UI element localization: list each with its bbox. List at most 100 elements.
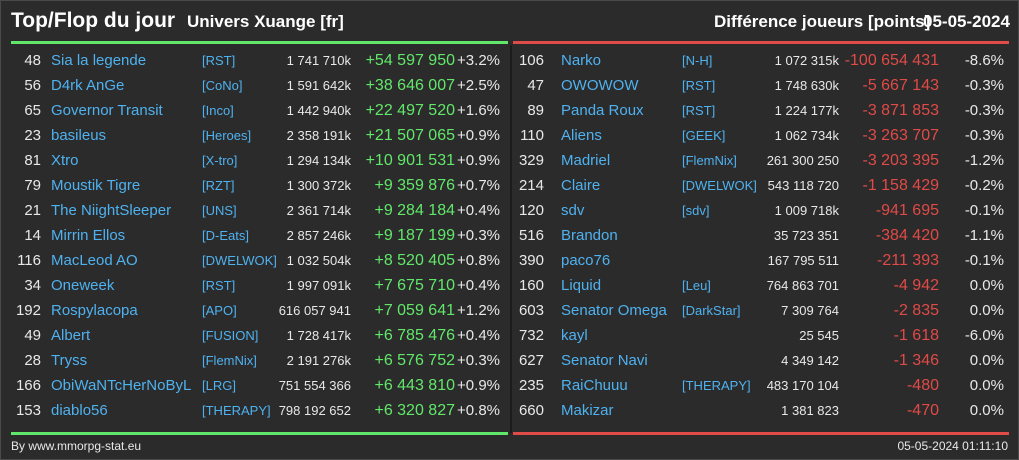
points-difference: -384 420 xyxy=(875,227,939,244)
alliance-tag-link[interactable]: [RST] xyxy=(202,278,236,293)
player-points: 1 591 642k xyxy=(286,78,351,93)
loser-row: 160 Liquid [Leu] 764 863 701 -4 942 0.0% xyxy=(511,273,1008,298)
alliance-tag-link[interactable]: [GEEK] xyxy=(682,128,726,143)
points-difference: +9 284 184 xyxy=(374,202,455,219)
player-name-link[interactable]: Mirrin Ellos xyxy=(51,227,126,244)
metric-label: Différence joueurs [points] xyxy=(714,12,931,31)
loser-row: 390 paco76 167 795 511 -211 393 -0.1% xyxy=(511,248,1008,273)
player-name-link[interactable]: Senator Navi xyxy=(561,352,648,369)
footer-timestamp: 05-05-2024 01:11:10 xyxy=(897,439,1008,453)
player-name-link[interactable]: Panda Roux xyxy=(561,102,644,119)
player-name-link[interactable]: ObiWaNTcHerNoByL xyxy=(51,377,192,394)
player-rank: 116 xyxy=(17,252,41,269)
alliance-tag-link[interactable]: [UNS] xyxy=(202,203,237,218)
points-difference: +6 576 752 xyxy=(374,352,455,369)
player-name-link[interactable]: The NiightSleeper xyxy=(51,202,172,219)
percent-change: +1.2% xyxy=(457,302,500,319)
alliance-tag-link[interactable]: [CoNo] xyxy=(202,78,243,93)
player-name-link[interactable]: Oneweek xyxy=(51,277,115,294)
loser-row: 106 Narko [N-H] 1 072 315k -100 654 431 -8.6% xyxy=(511,48,1008,73)
player-points: 25 545 xyxy=(799,328,839,343)
player-name-link[interactable]: MacLeod AO xyxy=(51,252,138,269)
gainer-row: 48 Sia la legende [RST] 1 741 710k +54 597 9… xyxy=(1,48,500,73)
player-name-link[interactable]: D4rk AnGe xyxy=(51,77,125,94)
alliance-tag-link[interactable]: [RZT] xyxy=(202,178,235,193)
player-name-link[interactable]: Sia la legende xyxy=(51,52,147,69)
alliance-tag-link[interactable]: [RST] xyxy=(202,53,236,68)
player-name-link[interactable]: basileus xyxy=(51,127,107,144)
alliance-tag-link[interactable]: [Leu] xyxy=(682,278,711,293)
player-name-link[interactable]: paco76 xyxy=(561,252,611,269)
gainer-row: 65 Governor Transit [Inco] 1 442 940k +22 49… xyxy=(1,98,500,123)
points-difference: +10 901 531 xyxy=(365,152,455,169)
player-points: 2 857 246k xyxy=(286,228,351,243)
percent-change: 0.0% xyxy=(969,302,1004,319)
alliance-tag-link[interactable]: [FUSION] xyxy=(202,328,259,343)
player-name-link[interactable]: kayl xyxy=(561,327,588,344)
gainer-row: 49 Albert [FUSION] 1 728 417k +6 785 476 +0.4… xyxy=(1,323,500,348)
percent-change: +1.6% xyxy=(457,102,500,119)
alliance-tag-link[interactable]: [THERAPY] xyxy=(682,378,751,393)
player-name-link[interactable]: Governor Transit xyxy=(51,102,163,119)
alliance-tag-link[interactable]: [THERAPY] xyxy=(202,403,271,418)
percent-change: -1.1% xyxy=(964,227,1004,244)
gainer-row: 153 diablo56 [THERAPY] 798 192 652 +6 320 82… xyxy=(1,398,500,423)
column-divider xyxy=(510,45,512,433)
player-points: 1 032 504k xyxy=(286,253,351,268)
alliance-tag-link[interactable]: [FlemNix] xyxy=(682,153,737,168)
alliance-tag-link[interactable]: [APO] xyxy=(202,303,237,318)
player-name-link[interactable]: Brandon xyxy=(561,227,618,244)
points-difference: -2 835 xyxy=(893,302,939,319)
gainer-row: 34 Oneweek [RST] 1 997 091k +7 675 710 +0.4% xyxy=(1,273,500,298)
percent-change: +0.9% xyxy=(457,377,500,394)
player-name-link[interactable]: Liquid xyxy=(561,277,602,294)
alliance-tag-link[interactable]: [sdv] xyxy=(682,203,710,218)
percent-change: +0.8% xyxy=(457,252,500,269)
player-name-link[interactable]: RaiChuuu xyxy=(561,377,628,394)
player-name-link[interactable]: Rospylacopa xyxy=(51,302,138,319)
player-name-link[interactable]: Moustik Tigre xyxy=(51,177,141,194)
gainer-row: 81 Xtro [X-tro] 1 294 134k +10 901 531 +0.9% xyxy=(1,148,500,173)
alliance-tag-link[interactable]: [Inco] xyxy=(202,103,234,118)
player-points: 7 309 764 xyxy=(781,303,839,318)
header: Top/Flop du jour Univers Xuange [fr] Dif… xyxy=(1,1,1018,41)
alliance-tag-link[interactable]: [LRG] xyxy=(202,378,236,393)
points-difference: -3 263 707 xyxy=(862,127,939,144)
alliance-tag-link[interactable]: [DarkStar] xyxy=(682,303,741,318)
player-points: 543 118 720 xyxy=(767,178,839,193)
alliance-tag-link[interactable]: [RST] xyxy=(682,103,716,118)
alliance-tag-link[interactable]: [N-H] xyxy=(682,53,713,68)
alliance-tag-link[interactable]: [RST] xyxy=(682,78,716,93)
player-rank: 166 xyxy=(15,377,41,394)
player-rank: 106 xyxy=(518,52,544,69)
header-date: 05-05-2024 xyxy=(923,12,1010,31)
alliance-tag-link[interactable]: [Heroes] xyxy=(202,128,252,143)
player-points: 1 728 417k xyxy=(286,328,351,343)
loser-row: 516 Brandon 35 723 351 -384 420 -1.1% xyxy=(511,223,1008,248)
alliance-tag-link[interactable]: [D-Eats] xyxy=(202,228,249,243)
player-name-link[interactable]: OWOWOW xyxy=(561,77,639,94)
player-rank: 65 xyxy=(24,102,41,119)
player-name-link[interactable]: Xtro xyxy=(51,152,79,169)
gainer-row: 79 Moustik Tigre [RZT] 1 300 372k +9 359 876… xyxy=(1,173,500,198)
percent-change: +3.2% xyxy=(457,52,500,69)
alliance-tag-link[interactable]: [X-tro] xyxy=(202,153,238,168)
player-rank: 160 xyxy=(518,277,544,294)
player-name-link[interactable]: Senator Omega xyxy=(561,302,667,319)
player-name-link[interactable]: Narko xyxy=(561,52,602,69)
player-name-link[interactable]: diablo56 xyxy=(51,402,108,419)
player-name-link[interactable]: Aliens xyxy=(561,127,602,144)
player-name-link[interactable]: Claire xyxy=(561,177,601,194)
player-points: 1 442 940k xyxy=(286,103,351,118)
player-name-link[interactable]: sdv xyxy=(561,202,585,219)
player-rank: 28 xyxy=(24,352,41,369)
player-name-link[interactable]: Madriel xyxy=(561,152,611,169)
alliance-tag-link[interactable]: [DWELWOK] xyxy=(682,178,757,193)
player-name-link[interactable]: Tryss xyxy=(51,352,88,369)
player-points: 1 294 134k xyxy=(286,153,351,168)
alliance-tag-link[interactable]: [FlemNix] xyxy=(202,353,257,368)
alliance-tag-link[interactable]: [DWELWOK] xyxy=(202,253,277,268)
player-name-link[interactable]: Makizar xyxy=(561,402,614,419)
player-name-link[interactable]: Albert xyxy=(51,327,91,344)
loser-row: 89 Panda Roux [RST] 1 224 177k -3 871 853 -0.… xyxy=(511,98,1008,123)
